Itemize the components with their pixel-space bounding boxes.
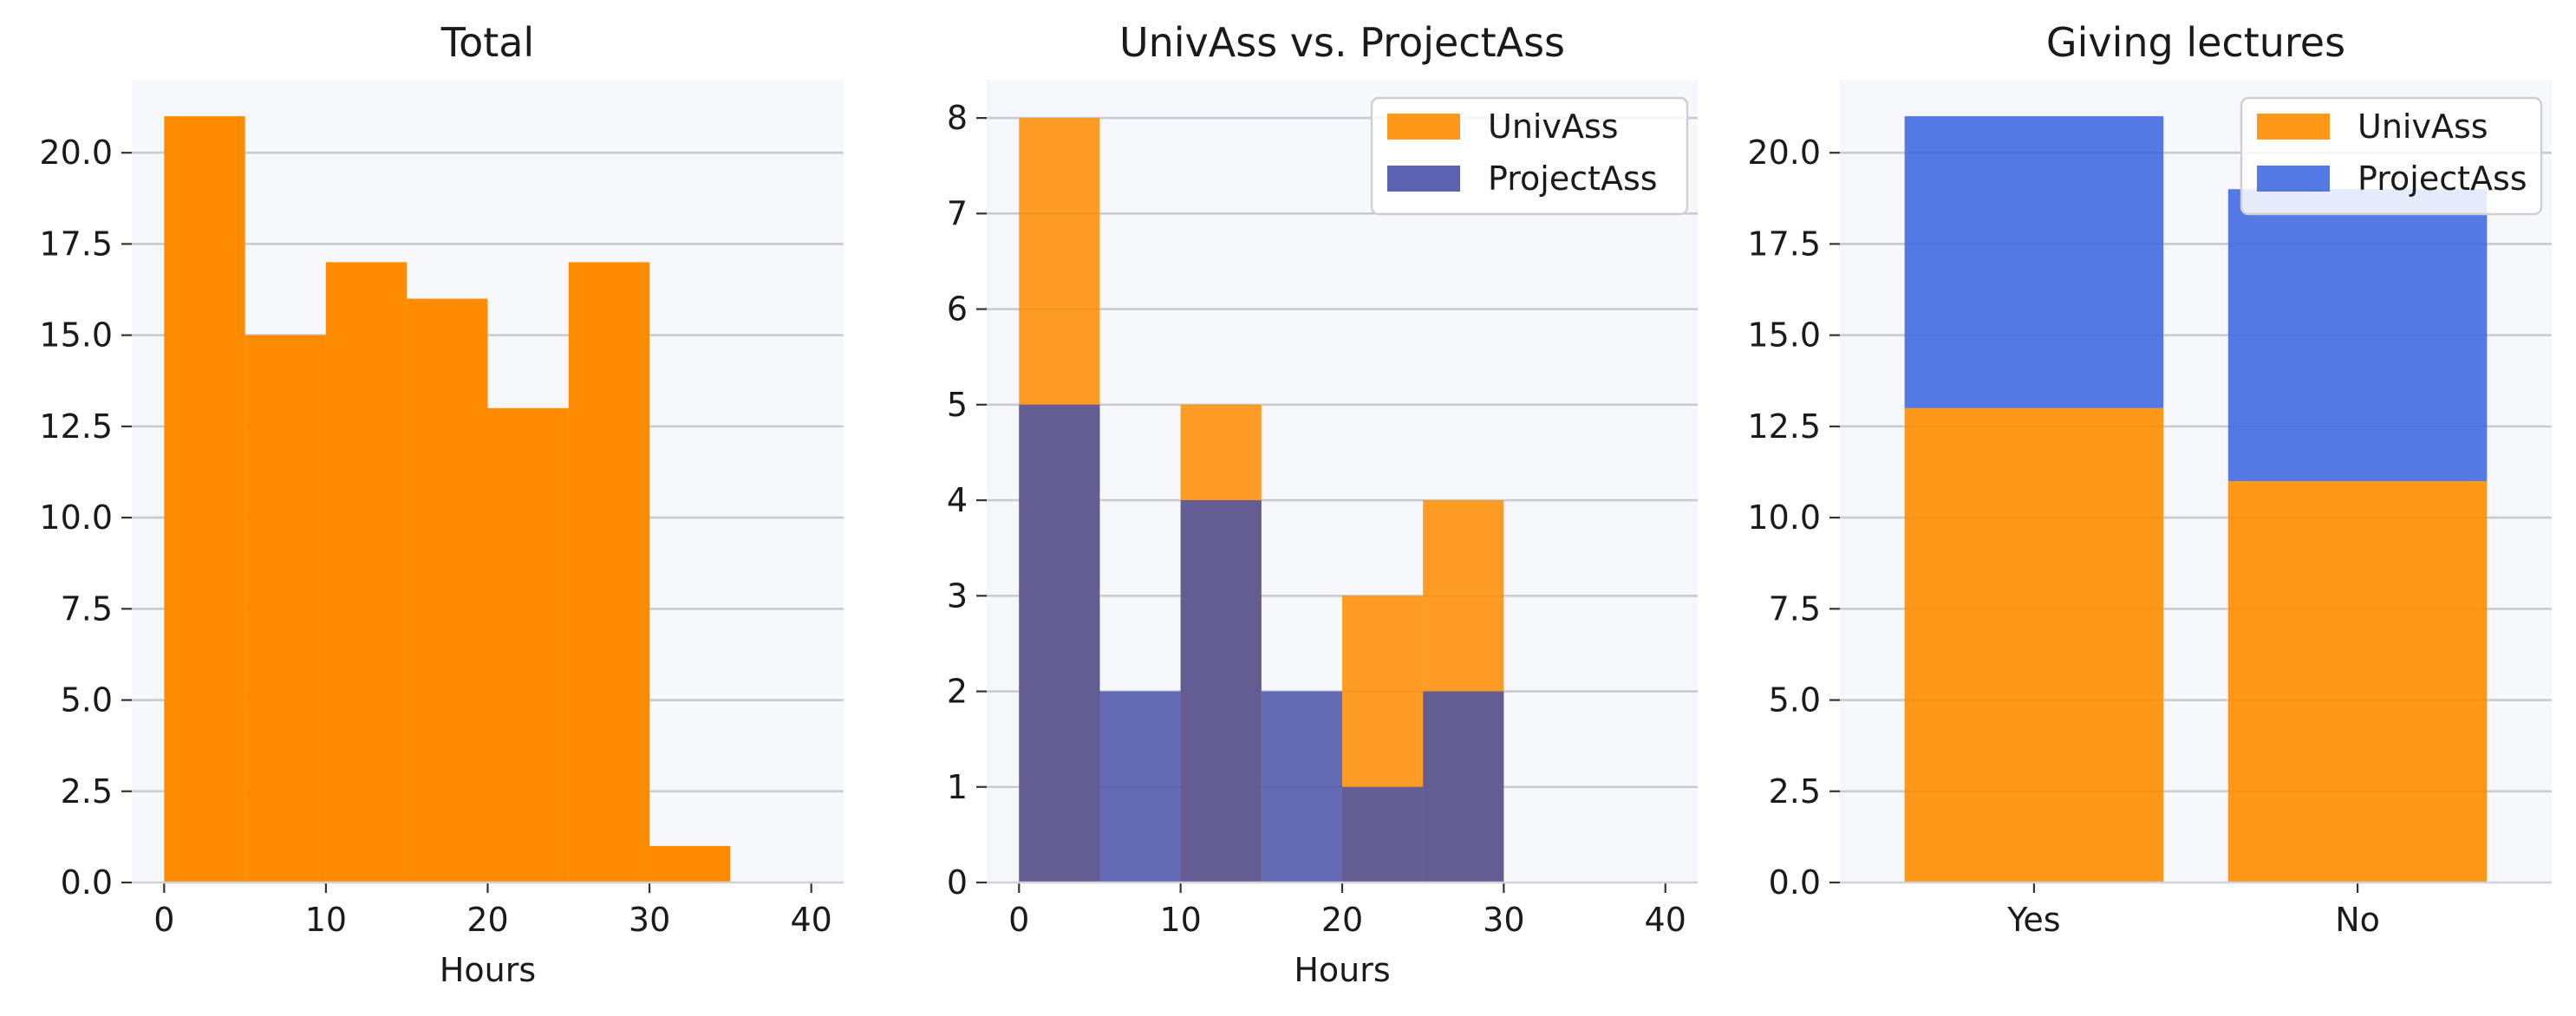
x-tick-label: 0 <box>1008 901 1029 939</box>
y-tick-label: 12.5 <box>1747 407 1821 446</box>
histogram-bar-projectass <box>1019 404 1100 882</box>
x-tick-label: 10 <box>1159 901 1201 939</box>
histogram-bar-total <box>487 407 569 882</box>
chart-title: Total <box>440 19 534 66</box>
histogram-bar-projectass <box>1423 691 1504 882</box>
x-tick-label: 30 <box>629 901 670 939</box>
histogram-bar-total <box>407 298 488 883</box>
x-tick-label: 30 <box>1483 901 1524 939</box>
y-tick-label: 1 <box>947 768 968 806</box>
x-tick-label: 20 <box>1321 901 1363 939</box>
legend-label-projectass: ProjectAss <box>2358 160 2527 198</box>
x-tick-label: 10 <box>305 901 347 939</box>
histogram-bar-projectass <box>1099 691 1181 882</box>
x-tick-label: 40 <box>791 901 832 939</box>
legend-label-univass: UnivAss <box>1488 107 1619 146</box>
x-axis-title: Hours <box>1294 951 1390 989</box>
x-tick-label: No <box>2335 901 2380 939</box>
legend: UnivAss ProjectAss <box>1370 96 1689 216</box>
y-tick-label: 0.0 <box>1769 863 1821 902</box>
stacked-bar-projectass-no <box>2227 189 2488 482</box>
legend: UnivAss ProjectAss <box>2240 96 2543 216</box>
y-tick-label: 10.0 <box>1747 498 1821 537</box>
y-tick-label: 12.5 <box>39 407 113 446</box>
histogram-bar-total <box>649 845 731 882</box>
legend-swatch-projectass <box>1387 166 1460 192</box>
y-tick-label: 7.5 <box>1769 589 1821 628</box>
y-tick-label: 2 <box>947 673 968 711</box>
y-tick-label: 15.0 <box>39 316 113 355</box>
x-tick-label: Yes <box>2006 901 2060 939</box>
x-axis-title: Hours <box>440 951 536 989</box>
y-tick-label: 6 <box>947 290 968 329</box>
panel-total: 0.0 2.5 5.0 7.5 10.0 12.5 15.0 17.5 20.0 0 10 20 30 4… <box>39 19 844 989</box>
chart-title: UnivAss vs. ProjectAss <box>1119 19 1565 66</box>
legend-swatch-univass <box>2257 114 2330 140</box>
y-tick-label: 8 <box>947 99 968 137</box>
y-tick-label: 5.0 <box>1769 681 1821 720</box>
panel-univass-vs-projectass: 0 1 2 3 4 5 6 7 8 0 10 20 30 40 UnivAss vs. ProjectAss… <box>947 19 1698 989</box>
histogram-bar-projectass <box>1180 500 1262 882</box>
y-tick-label: 17.5 <box>1747 225 1821 263</box>
y-tick-label: 17.5 <box>39 225 113 263</box>
panel-giving-lectures: 0.0 2.5 5.0 7.5 10.0 12.5 15.0 17.5 20.0 Yes No Giv… <box>1747 19 2552 939</box>
histogram-bar-projectass <box>1261 691 1342 882</box>
legend-label-projectass: ProjectAss <box>1488 160 1658 198</box>
legend-swatch-univass <box>1387 114 1460 140</box>
histogram-bar-total <box>568 262 650 882</box>
x-tick-label: 20 <box>466 901 508 939</box>
x-tick-label: 0 <box>153 901 174 939</box>
y-tick-label: 3 <box>947 576 968 615</box>
y-tick-label: 4 <box>947 481 968 519</box>
histogram-bar-total <box>325 262 408 882</box>
y-tick-label: 20.0 <box>1747 134 1821 172</box>
histogram-bar-total <box>245 335 326 882</box>
y-tick-label: 15.0 <box>1747 316 1821 355</box>
y-tick-label: 20.0 <box>39 134 113 172</box>
y-tick-label: 0.0 <box>61 863 113 902</box>
legend-label-univass: UnivAss <box>2358 107 2488 146</box>
y-tick-label: 5 <box>947 386 968 424</box>
y-tick-label: 2.5 <box>61 772 113 811</box>
y-tick-label: 5.0 <box>61 681 113 720</box>
y-tick-label: 7 <box>947 194 968 232</box>
y-tick-label: 0 <box>947 863 968 902</box>
x-tick-label: 40 <box>1645 901 1686 939</box>
legend-swatch-projectass <box>2257 166 2330 192</box>
histogram-bar-total <box>164 116 245 882</box>
stacked-bar-univass-yes <box>1904 407 2164 882</box>
chart-title: Giving lectures <box>2046 19 2345 66</box>
histogram-bar-projectass <box>1342 786 1424 882</box>
y-tick-label: 10.0 <box>39 498 113 537</box>
y-tick-label: 2.5 <box>1769 772 1821 811</box>
stacked-bar-projectass-yes <box>1904 116 2164 408</box>
y-tick-label: 7.5 <box>61 589 113 628</box>
stacked-bar-univass-no <box>2227 481 2488 882</box>
